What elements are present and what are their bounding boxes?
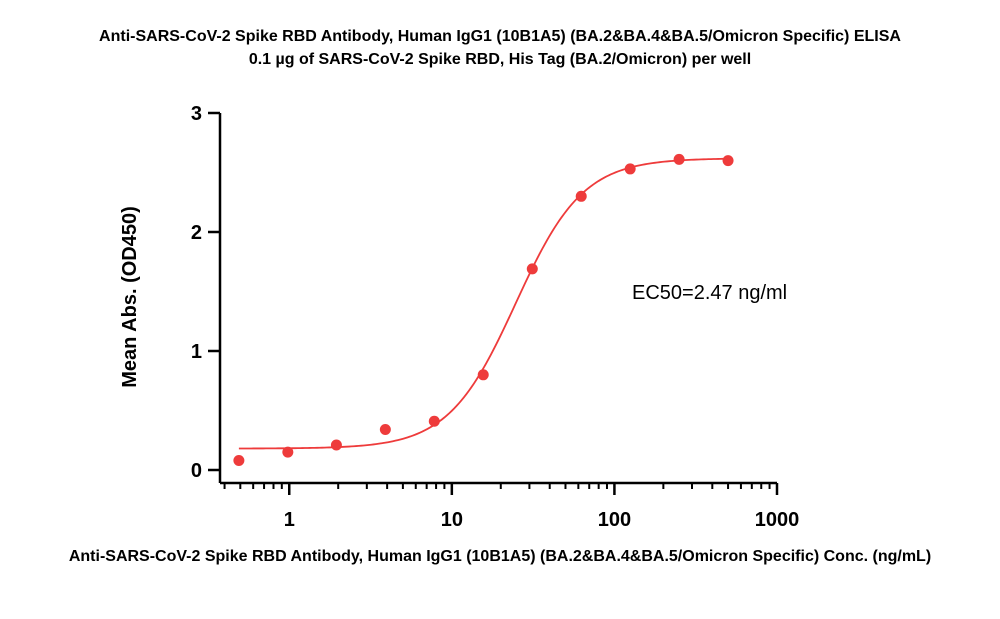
y-tick-label: 3 bbox=[191, 103, 202, 125]
data-point bbox=[428, 415, 440, 427]
data-point bbox=[233, 454, 245, 466]
ticks: 0 1 2 3 1 10 100 1000 bbox=[191, 103, 799, 531]
y-tick-label: 0 bbox=[191, 460, 202, 482]
x-tick-label: 100 bbox=[598, 509, 631, 531]
data-point bbox=[477, 369, 489, 381]
data-point bbox=[330, 439, 342, 451]
data-point bbox=[379, 424, 391, 436]
fit-curve bbox=[238, 157, 729, 450]
y-tick-label: 2 bbox=[191, 222, 202, 244]
x-tick-label: 10 bbox=[441, 509, 463, 531]
axes bbox=[218, 113, 777, 485]
ec50-annotation: EC50=2.47 ng/ml bbox=[632, 282, 787, 304]
data-point bbox=[575, 190, 587, 202]
data-point bbox=[673, 153, 685, 165]
data-points bbox=[233, 153, 734, 466]
x-axis-label: Anti-SARS-CoV-2 Spike RBD Antibody, Huma… bbox=[68, 548, 932, 565]
data-point bbox=[282, 446, 294, 458]
data-point bbox=[526, 263, 538, 275]
chart-subtitle: 0.1 µg of SARS-CoV-2 Spike RBD, His Tag … bbox=[248, 51, 752, 68]
y-tick-label: 1 bbox=[191, 341, 202, 363]
data-point bbox=[722, 155, 734, 167]
chart-title: Anti-SARS-CoV-2 Spike RBD Antibody, Huma… bbox=[99, 28, 901, 45]
x-tick-label: 1 bbox=[284, 509, 295, 531]
data-point bbox=[624, 163, 636, 175]
y-axis-label: Mean Abs. (OD450) bbox=[119, 206, 141, 388]
x-tick-label: 1000 bbox=[755, 509, 800, 531]
